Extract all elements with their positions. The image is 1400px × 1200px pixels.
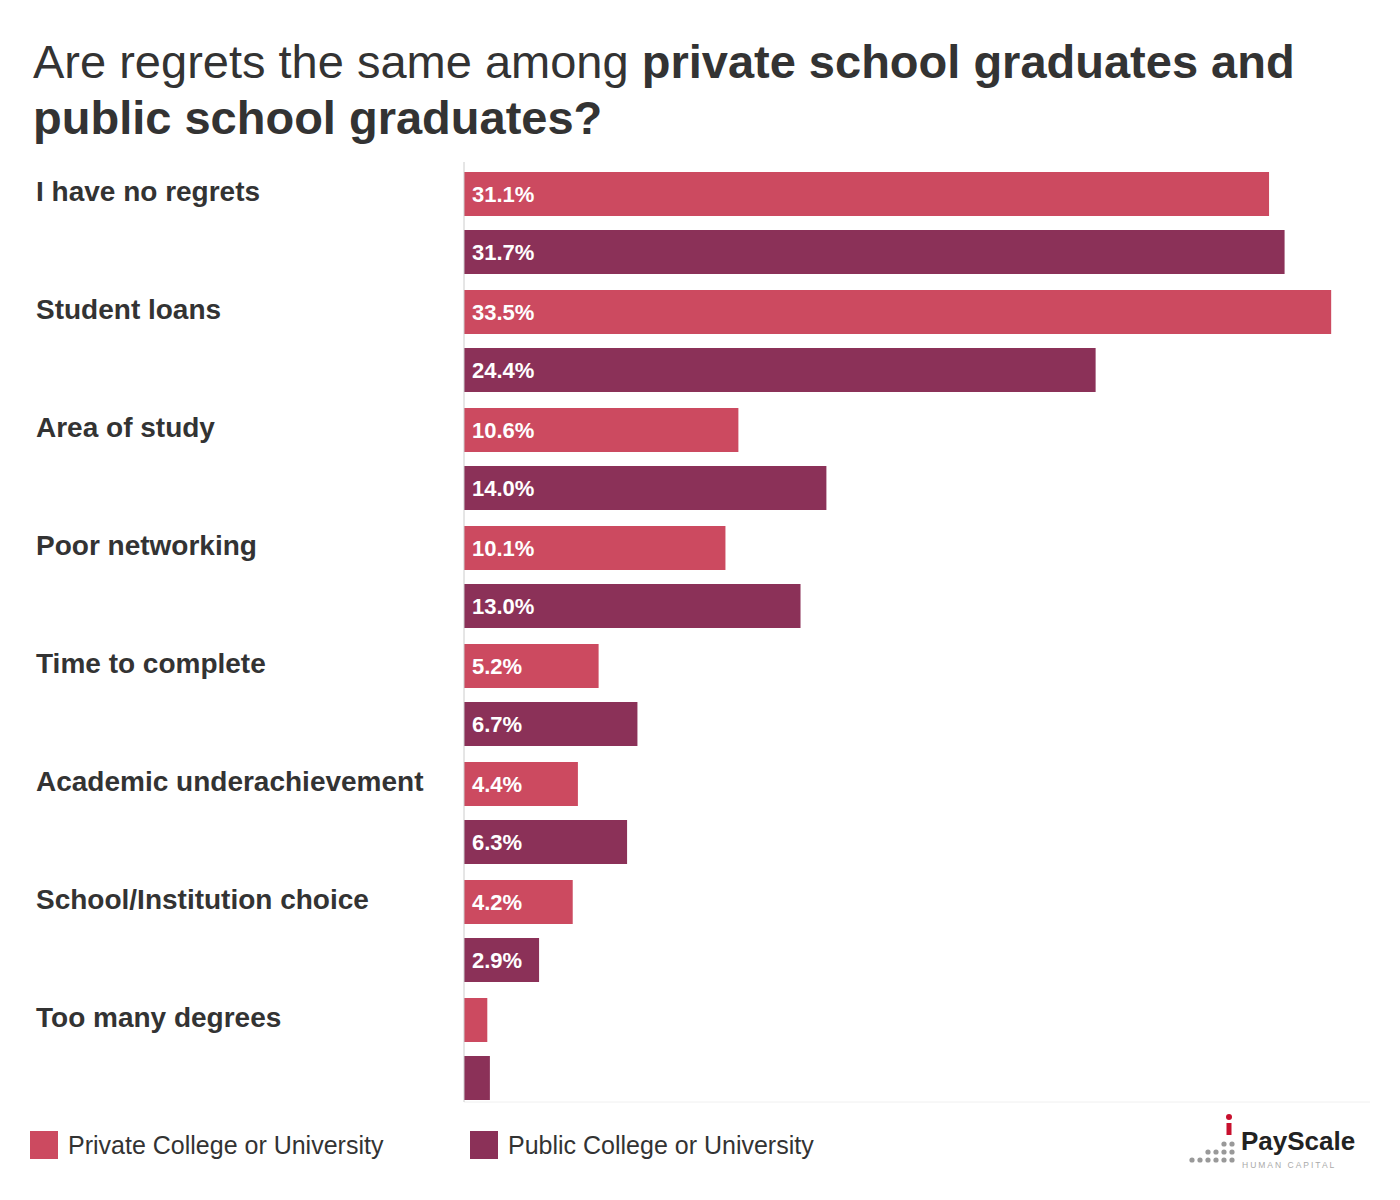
- category-label: Area of study: [36, 409, 436, 447]
- legend-swatch: [30, 1131, 58, 1159]
- category-label: School/Institution choice: [36, 881, 436, 919]
- data-label: 24.4%: [472, 358, 534, 383]
- logo-dot: [1213, 1157, 1218, 1162]
- logo-dot: [1226, 1114, 1232, 1120]
- data-label: 14.0%: [472, 476, 534, 501]
- bar: [464, 408, 738, 452]
- logo-dot: [1221, 1141, 1226, 1146]
- title-run: Are regrets the same among: [33, 35, 629, 88]
- data-label: 4.4%: [472, 772, 522, 797]
- legend-label: Private College or University: [68, 1131, 384, 1159]
- chart: 31.1% 33.5% 10.6% 10.1% 5.2% 4.4% 4.2% 31.7% 24.…: [0, 0, 1400, 1200]
- bar: [464, 644, 599, 688]
- y-axis-line: [464, 162, 465, 1102]
- data-label: 10.1%: [472, 536, 534, 561]
- logo-dots: [1189, 1114, 1234, 1163]
- data-label: 6.7%: [472, 712, 522, 737]
- bar: [464, 172, 1269, 216]
- bar: [464, 584, 801, 628]
- logo-dot: [1189, 1157, 1194, 1162]
- bars: [464, 172, 1331, 1100]
- bar: [464, 1056, 490, 1100]
- logo-dot: [1205, 1157, 1210, 1162]
- bar: [464, 762, 578, 806]
- data-label: 31.7%: [472, 240, 534, 265]
- bar: [464, 938, 539, 982]
- bar: [464, 998, 487, 1042]
- logo-subtext: HUMAN CAPITAL: [1242, 1160, 1336, 1170]
- logo-dot: [1229, 1141, 1234, 1146]
- data-label: 10.6%: [472, 418, 534, 443]
- logo-dot: [1197, 1157, 1202, 1162]
- bar: [464, 820, 627, 864]
- data-label: 4.2%: [472, 890, 522, 915]
- logo-text: PayScale: [1241, 1126, 1355, 1156]
- bar: [464, 702, 637, 746]
- bar: [464, 290, 1331, 334]
- category-label: Academic underachievement: [36, 763, 436, 801]
- data-label: 13.0%: [472, 594, 534, 619]
- category-label: I have no regrets: [36, 173, 436, 211]
- category-label: Time to complete: [36, 645, 436, 683]
- data-label: 2.9%: [472, 948, 522, 973]
- logo-dot: [1213, 1149, 1218, 1154]
- logo-bar: [1227, 1123, 1232, 1135]
- logo-dot: [1221, 1149, 1226, 1154]
- category-label: Too many degrees: [36, 999, 436, 1037]
- logo-dot: [1205, 1149, 1210, 1154]
- legend-label: Public College or University: [508, 1131, 814, 1159]
- data-label: 31.1%: [472, 182, 534, 207]
- category-label: Student loans: [36, 291, 436, 329]
- logo-dot: [1221, 1157, 1226, 1162]
- data-label: 33.5%: [472, 300, 534, 325]
- legend-swatch: [470, 1131, 498, 1159]
- logo-dot: [1229, 1157, 1234, 1162]
- category-label: Poor networking: [36, 527, 436, 565]
- bar: [464, 466, 826, 510]
- bar: [464, 230, 1285, 274]
- title: Are regrets the same among private schoo…: [33, 34, 1373, 146]
- logo-dot: [1229, 1149, 1234, 1154]
- data-label: 6.3%: [472, 830, 522, 855]
- data-label: 5.2%: [472, 654, 522, 679]
- bar: [464, 880, 573, 924]
- bar: [464, 348, 1096, 392]
- x-axis-line: [464, 1102, 1370, 1103]
- bar: [464, 526, 725, 570]
